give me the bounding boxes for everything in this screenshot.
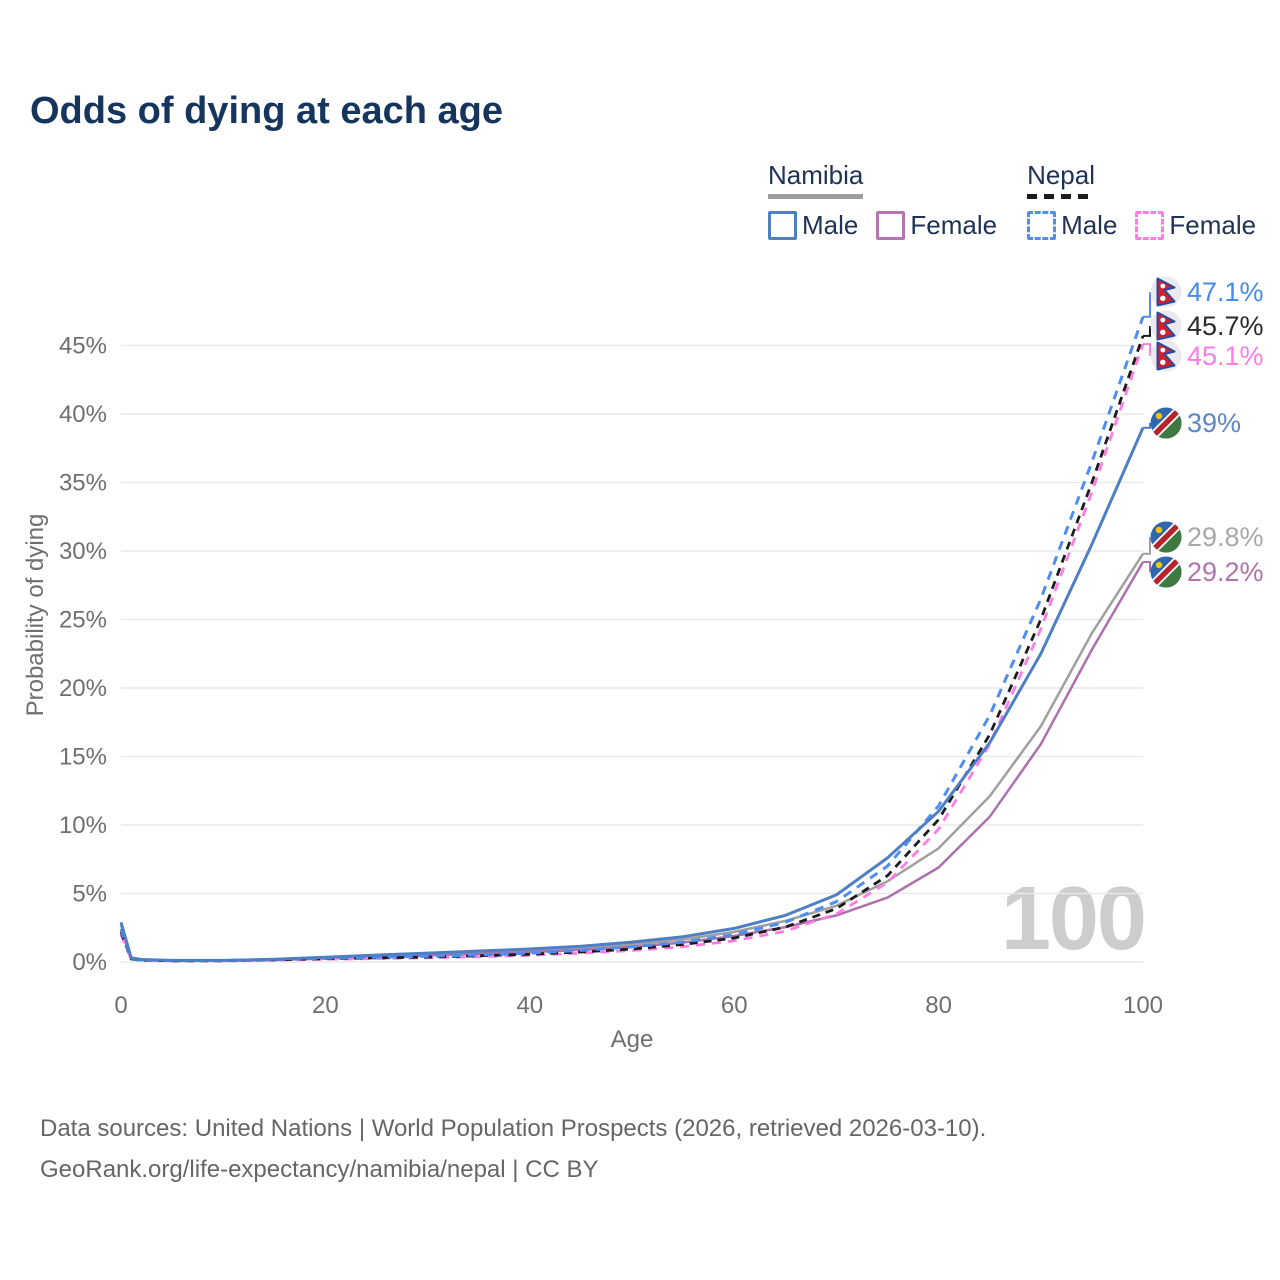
legend-item-label: Male — [1061, 210, 1118, 240]
namibia-flag-icon — [1150, 521, 1182, 553]
nepal-flag-icon — [1150, 340, 1182, 372]
end-label-value: 29.8% — [1187, 521, 1264, 552]
legend-item-label: Female — [910, 210, 998, 240]
legend-item-label: Female — [1169, 210, 1257, 240]
legend-item-label: Male — [802, 210, 859, 240]
y-tick-label: 45% — [59, 333, 107, 360]
namibia-flag-icon — [1150, 407, 1182, 439]
x-tick-label: 100 — [1123, 992, 1163, 1019]
y-tick-label: 35% — [59, 470, 107, 497]
legend-item-namibia-male[interactable]: Male — [768, 210, 858, 241]
legend-group-nepal: Nepal Male Female — [1027, 160, 1256, 241]
x-tick-label: 60 — [721, 992, 748, 1019]
x-axis-title: Age — [610, 1026, 654, 1053]
end-label-connector — [1143, 292, 1151, 318]
legend-item-nepal-female[interactable]: Female — [1135, 210, 1256, 241]
legend-group-namibia: Namibia Male Female — [768, 160, 997, 241]
end-label-connector — [1143, 561, 1151, 572]
footer-sources: Data sources: United Nations | World Pop… — [40, 1115, 987, 1142]
legend-country-label: Namibia — [768, 160, 864, 190]
end-label-value: 45.1% — [1187, 340, 1264, 371]
end-label-value: 39% — [1187, 407, 1242, 438]
end-label-nepal-total[interactable]: 45.7% — [1150, 309, 1264, 343]
y-tick-label: 40% — [59, 401, 107, 428]
end-label-namibia-male[interactable]: 39% — [1150, 406, 1241, 440]
nepal-male-swatch-icon — [1027, 211, 1057, 240]
end-label-nepal-female[interactable]: 45.1% — [1150, 339, 1264, 373]
page-title: Odds of dying at each age — [30, 90, 503, 132]
nepal-line-sample — [1027, 194, 1095, 199]
x-tick-label: 20 — [312, 992, 339, 1019]
legend-country-nepal[interactable]: Nepal — [1027, 160, 1095, 199]
end-label-connector — [1143, 423, 1151, 429]
y-tick-label: 5% — [72, 881, 107, 908]
end-label-value: 45.7% — [1187, 310, 1264, 341]
y-tick-label: 15% — [59, 744, 107, 771]
legend-country-namibia[interactable]: Namibia — [768, 160, 864, 199]
end-label-connector — [1143, 343, 1151, 356]
y-tick-label: 10% — [59, 812, 107, 839]
end-label-namibia-female[interactable]: 29.2% — [1150, 555, 1264, 589]
legend-country-label: Nepal — [1027, 160, 1095, 190]
footer: Data sources: United Nations | World Pop… — [40, 1108, 986, 1190]
end-label-connector — [1143, 326, 1151, 337]
y-axis-title: Probability of dying — [22, 513, 49, 717]
x-tick-label: 0 — [114, 992, 127, 1019]
series-line-namibia-female[interactable] — [119, 561, 1145, 962]
legend-item-nepal-male[interactable]: Male — [1027, 210, 1117, 241]
footer-url: GeoRank.org/life-expectancy/namibia/nepa… — [40, 1156, 599, 1183]
series-line-nepal-female[interactable] — [119, 343, 1145, 963]
y-tick-label: 20% — [59, 675, 107, 702]
end-label-value: 29.2% — [1187, 556, 1264, 587]
legend-item-namibia-female[interactable]: Female — [876, 210, 997, 241]
x-tick-label: 40 — [516, 992, 543, 1019]
nepal-female-swatch-icon — [1135, 211, 1165, 240]
y-tick-label: 30% — [59, 538, 107, 565]
nepal-flag-icon — [1150, 276, 1182, 308]
end-label-namibia-total[interactable]: 29.8% — [1150, 520, 1264, 554]
end-label-connector — [1143, 537, 1151, 555]
series-line-nepal-male[interactable] — [119, 316, 1145, 963]
y-tick-label: 25% — [59, 607, 107, 634]
nepal-flag-icon — [1150, 310, 1182, 342]
y-tick-label: 0% — [72, 949, 107, 976]
age-counter-watermark: 100 — [1000, 869, 1147, 969]
namibia-female-swatch-icon — [876, 211, 906, 240]
end-label-value: 47.1% — [1187, 276, 1264, 307]
namibia-line-sample — [768, 194, 864, 199]
end-label-nepal-male[interactable]: 47.1% — [1150, 275, 1264, 309]
namibia-male-swatch-icon — [768, 211, 797, 240]
namibia-flag-icon — [1150, 556, 1182, 588]
x-tick-label: 80 — [925, 992, 952, 1019]
series-line-nepal-total[interactable] — [119, 335, 1145, 963]
legend: Namibia Male Female Nepal — [768, 160, 1256, 241]
series-line-namibia-male[interactable] — [119, 427, 1145, 962]
